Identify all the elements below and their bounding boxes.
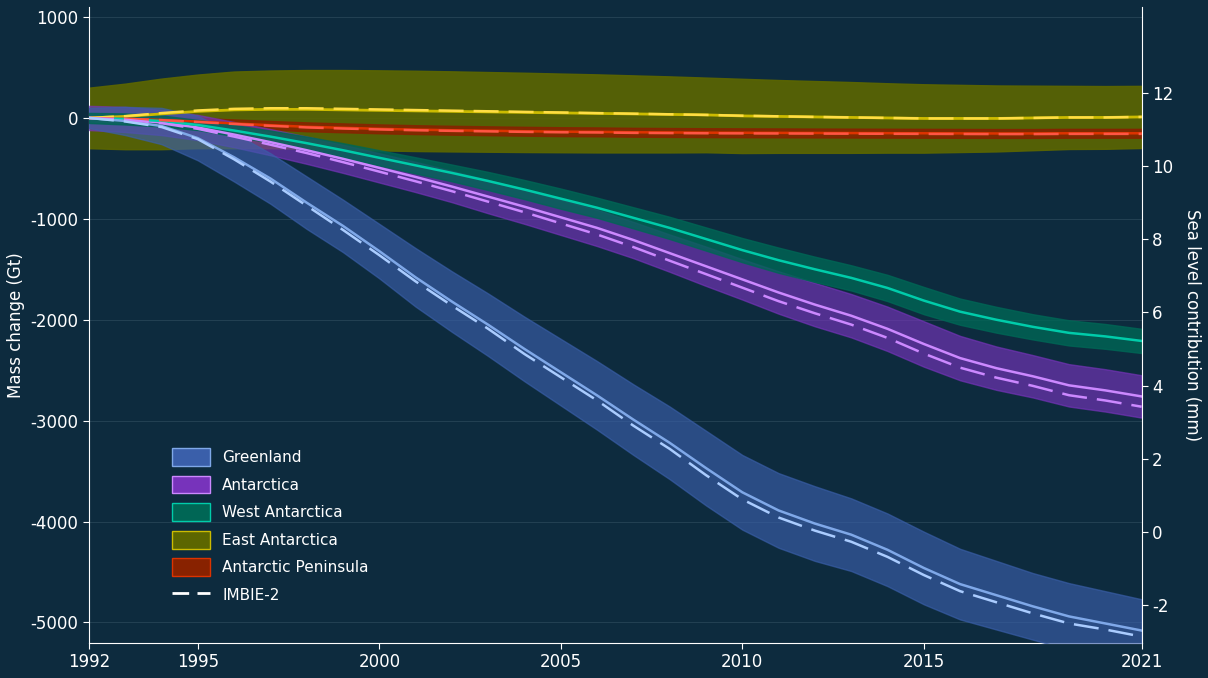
Y-axis label: Sea level contribution (mm): Sea level contribution (mm)	[1183, 209, 1201, 441]
Legend: Greenland, Antarctica, West Antarctica, East Antarctica, Antarctic Peninsula, IM: Greenland, Antarctica, West Antarctica, …	[159, 436, 381, 616]
Y-axis label: Mass change (Gt): Mass change (Gt)	[7, 252, 25, 398]
